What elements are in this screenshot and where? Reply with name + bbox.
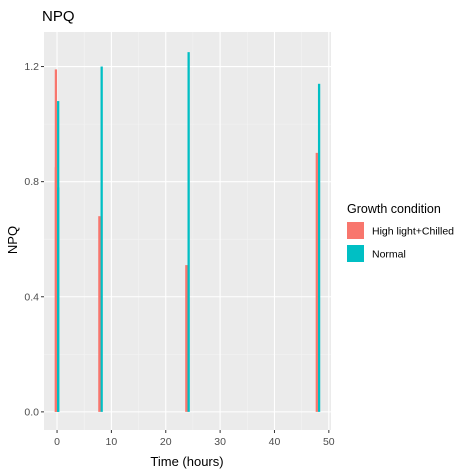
legend-label: Normal bbox=[372, 249, 406, 261]
y-axis: 0.0 0.4 0.8 1.2 bbox=[24, 61, 44, 418]
x-tick-label: 40 bbox=[269, 436, 281, 448]
y-tick-label: 0.8 bbox=[24, 176, 39, 188]
legend-swatch bbox=[347, 245, 364, 262]
y-tick-label: 0.0 bbox=[24, 406, 39, 418]
bar bbox=[100, 66, 103, 412]
y-axis-title: NPQ bbox=[5, 226, 20, 254]
x-tick-label: 20 bbox=[160, 436, 172, 448]
legend-swatch bbox=[347, 222, 364, 239]
bar bbox=[317, 83, 321, 412]
x-tick-label: 10 bbox=[106, 436, 118, 448]
x-tick-label: 0 bbox=[54, 436, 60, 448]
x-tick-label: 50 bbox=[323, 436, 335, 448]
legend-title: Growth condition bbox=[347, 202, 441, 216]
data-bars bbox=[54, 52, 321, 412]
y-tick-label: 1.2 bbox=[24, 61, 39, 73]
legend: Growth condition High light+Chilled Norma… bbox=[347, 202, 454, 262]
bar bbox=[57, 187, 60, 412]
x-axis-title: Time (hours) bbox=[150, 454, 223, 469]
y-tick-label: 0.4 bbox=[24, 291, 39, 303]
bar bbox=[54, 167, 58, 412]
bar bbox=[98, 216, 101, 412]
x-tick-label: 30 bbox=[214, 436, 226, 448]
bar bbox=[315, 152, 318, 412]
chart-title: NPQ bbox=[42, 8, 75, 25]
bar bbox=[185, 265, 188, 412]
bar bbox=[187, 52, 190, 412]
legend-label: High light+Chilled bbox=[372, 226, 454, 238]
x-axis: 0 10 20 30 40 50 bbox=[54, 430, 335, 448]
